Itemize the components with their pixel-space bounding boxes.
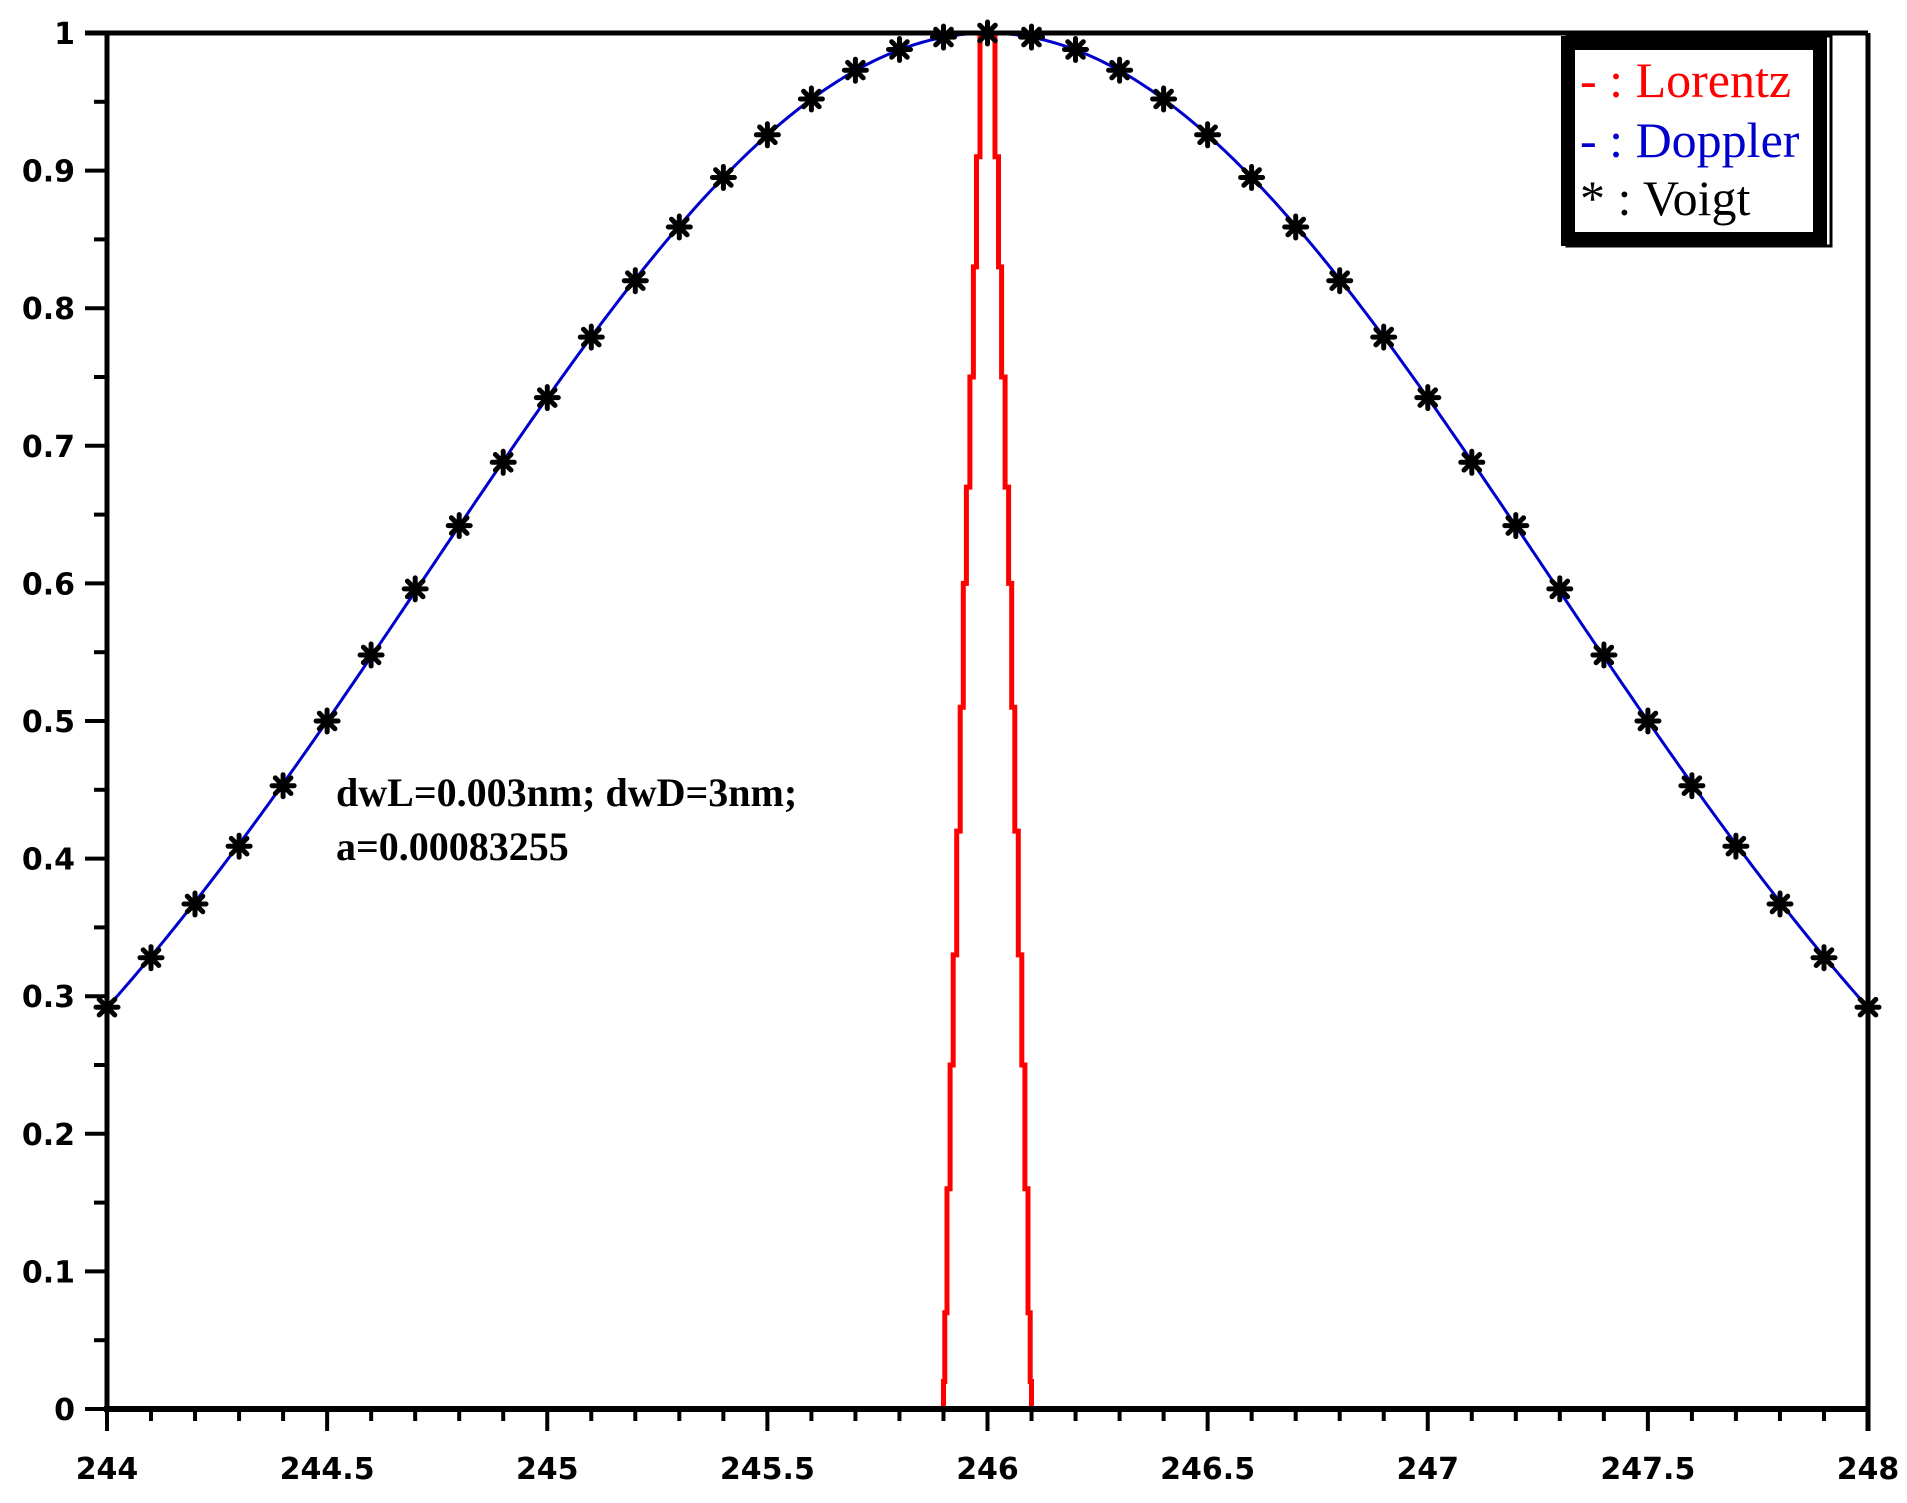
voigt-marker	[577, 323, 605, 351]
voigt-marker	[886, 36, 913, 63]
voigt-marker	[797, 85, 825, 113]
y-tick-label: 0.9	[22, 155, 75, 190]
legend-voigt-symbol: *	[1580, 170, 1605, 226]
x-tick-label: 247.5	[1600, 1452, 1695, 1487]
voigt-marker	[1678, 772, 1706, 800]
voigt-marker	[533, 384, 561, 412]
legend-doppler-symbol: -	[1580, 112, 1597, 168]
voigt-marker	[1282, 213, 1310, 241]
voigt-marker	[1634, 707, 1662, 735]
y-tick-label: 0.6	[22, 567, 75, 602]
legend-doppler-label: Doppler	[1636, 112, 1800, 168]
legend-item-voigt: * : Voigt	[1580, 170, 1751, 226]
x-tick-label: 245.5	[720, 1452, 815, 1487]
voigt-marker	[841, 56, 869, 84]
voigt-marker	[709, 164, 737, 191]
x-tick-label: 245	[516, 1452, 579, 1487]
voigt-marker	[1326, 267, 1354, 295]
voigt-marker	[1458, 448, 1486, 476]
x-tick-label: 246	[956, 1452, 1019, 1487]
voigt-marker	[269, 772, 297, 800]
voigt-marker	[1414, 384, 1442, 412]
y-tick-label: 0.2	[22, 1118, 75, 1153]
plot-series	[93, 19, 1882, 1409]
voigt-marker	[1194, 121, 1222, 149]
voigt-marker	[137, 944, 165, 972]
legend-voigt-label: Voigt	[1643, 170, 1751, 226]
y-tick-label: 0.8	[22, 292, 75, 327]
y-tick-label: 0.4	[22, 843, 75, 878]
voigt-marker	[1370, 323, 1398, 351]
y-tick-label: 0.1	[22, 1255, 75, 1290]
legend-lorentz-sep: :	[1597, 52, 1636, 108]
voigt-marker	[1810, 944, 1838, 972]
voigt-marker	[1546, 575, 1574, 603]
x-tick-label: 246.5	[1160, 1452, 1255, 1487]
x-tick-label: 244	[76, 1452, 139, 1487]
voigt-marker	[665, 213, 693, 241]
annotation-line-1: dwL=0.003nm; dwD=3nm;	[336, 770, 797, 815]
voigt-marker	[1106, 56, 1134, 84]
voigt-marker	[225, 832, 253, 860]
x-tick-label: 244.5	[280, 1452, 375, 1487]
legend: - : Lorentz - : Doppler * : Voigt	[1561, 34, 1833, 248]
voigt-marker	[1502, 512, 1530, 540]
voigt-marker	[181, 890, 209, 918]
annotation-line-2: a=0.00083255	[336, 824, 569, 869]
legend-doppler-sep: :	[1597, 112, 1636, 168]
legend-lorentz-symbol: -	[1580, 52, 1597, 108]
voigt-marker	[313, 707, 341, 735]
voigt-marker	[1062, 36, 1089, 63]
y-tick-label: 0.5	[22, 705, 75, 740]
voigt-marker	[445, 512, 473, 540]
x-tick-label: 248	[1837, 1452, 1900, 1487]
axes: 0 0.1 0.2 0.3 0.4 0.5 0.6 0.7 0.8 0.9 1 244 244.5 245…	[22, 17, 1899, 1487]
y-tick-label: 0	[54, 1393, 75, 1428]
voigt-marker	[1722, 832, 1750, 860]
y-tick-label: 0.7	[22, 430, 75, 465]
x-tick-label: 247	[1396, 1452, 1459, 1487]
voigt-marker	[930, 23, 957, 51]
voigt-marker	[753, 121, 781, 149]
voigt-marker	[1018, 23, 1045, 51]
y-tick-label: 1	[54, 17, 75, 52]
legend-item-doppler: - : Doppler	[1580, 112, 1800, 168]
voigt-marker	[357, 641, 385, 669]
y-tick-label: 0.3	[22, 980, 75, 1015]
voigt-marker	[1238, 164, 1266, 191]
legend-lorentz-label: Lorentz	[1636, 52, 1791, 108]
voigt-marker	[1150, 85, 1178, 113]
legend-voigt-sep: :	[1605, 170, 1643, 226]
voigt-marker	[401, 575, 429, 603]
voigt-marker	[1590, 641, 1618, 669]
voigt-markers	[93, 19, 1882, 1021]
voigt-marker	[489, 448, 517, 476]
legend-box	[1561, 36, 1827, 246]
lorentz-curve	[941, 30, 1034, 1409]
voigt-marker	[621, 267, 649, 295]
legend-item-lorentz: - : Lorentz	[1580, 52, 1791, 108]
voigt-marker	[1766, 890, 1794, 918]
parameter-annotation: dwL=0.003nm; dwD=3nm; a=0.00083255	[336, 770, 797, 869]
